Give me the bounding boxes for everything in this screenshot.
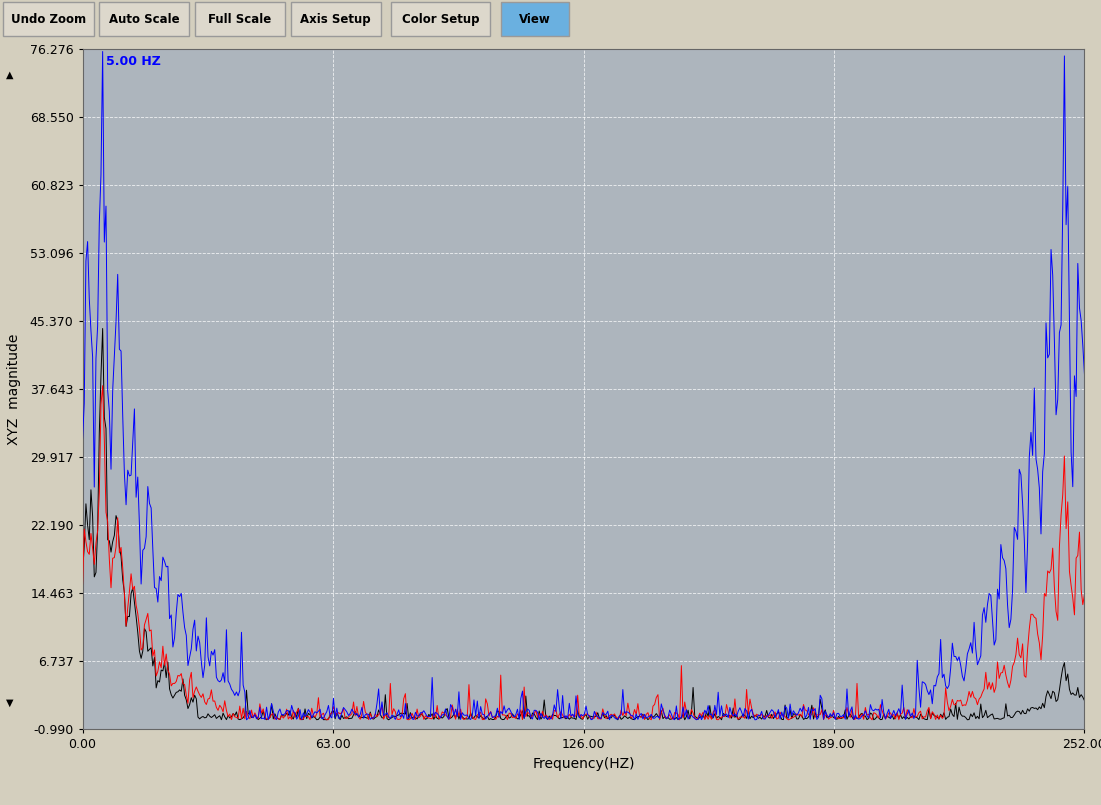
Text: Auto Scale: Auto Scale: [109, 13, 179, 26]
FancyBboxPatch shape: [99, 2, 189, 36]
FancyBboxPatch shape: [291, 2, 381, 36]
Y-axis label: XYZ  magnitude: XYZ magnitude: [8, 333, 21, 444]
Text: ▲: ▲: [7, 69, 13, 80]
Text: View: View: [520, 13, 550, 26]
FancyBboxPatch shape: [391, 2, 490, 36]
FancyBboxPatch shape: [3, 2, 94, 36]
Text: Axis Setup: Axis Setup: [301, 13, 371, 26]
FancyBboxPatch shape: [501, 2, 569, 36]
Text: Undo Zoom: Undo Zoom: [11, 13, 86, 26]
Text: 5.00 HZ: 5.00 HZ: [107, 55, 162, 68]
X-axis label: Frequency(HZ): Frequency(HZ): [532, 758, 635, 771]
Text: ▼: ▼: [7, 698, 13, 708]
Text: Color Setup: Color Setup: [402, 13, 479, 26]
FancyBboxPatch shape: [195, 2, 285, 36]
Text: Full Scale: Full Scale: [208, 13, 272, 26]
